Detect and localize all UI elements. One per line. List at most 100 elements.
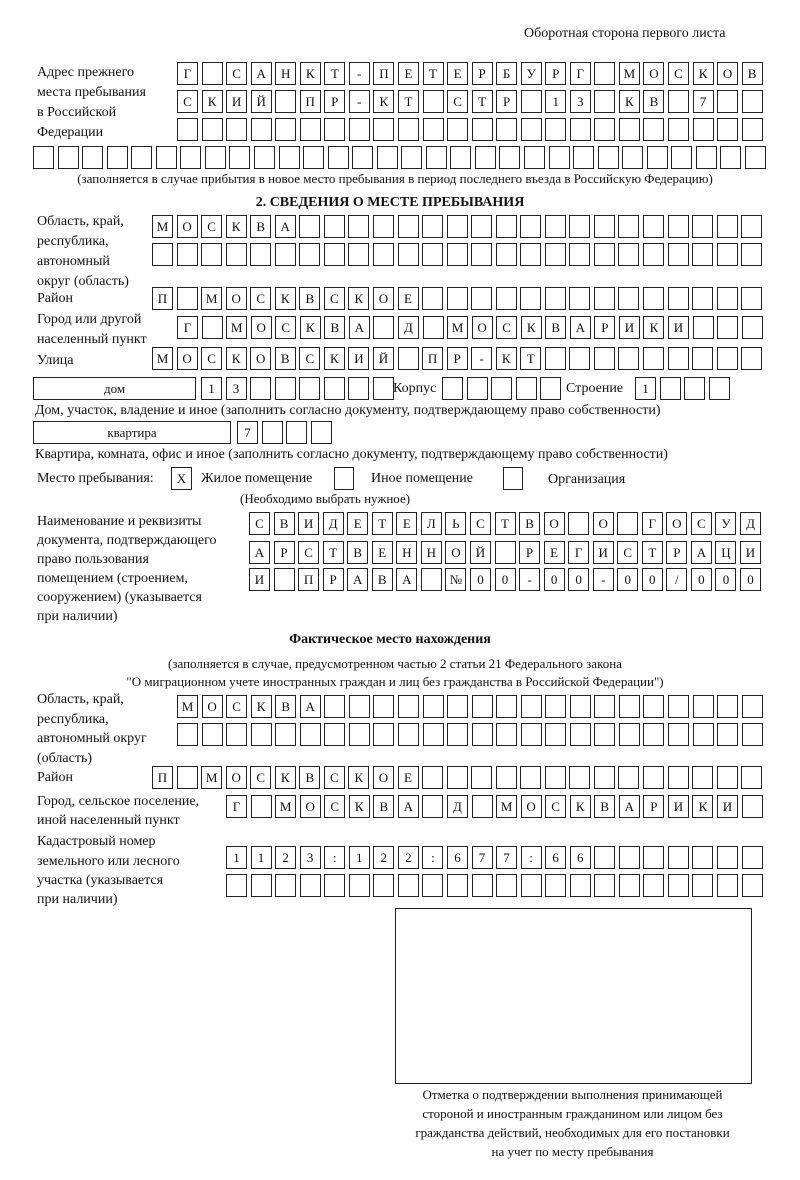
char-cell[interactable] <box>659 377 681 400</box>
char-cell[interactable]: С <box>177 90 198 113</box>
char-cell[interactable] <box>397 874 419 897</box>
char-cell[interactable] <box>643 287 664 310</box>
char-cell[interactable]: Т <box>322 541 344 564</box>
char-cell[interactable] <box>372 377 394 400</box>
char-cell[interactable]: Е <box>397 62 419 85</box>
char-cell[interactable]: Е <box>347 512 369 535</box>
char-cell[interactable]: 0 <box>715 568 737 591</box>
char-cell[interactable] <box>692 287 714 310</box>
char-cell[interactable]: 0 <box>568 568 590 591</box>
char-cell[interactable] <box>299 377 321 400</box>
char-cell[interactable] <box>201 62 223 85</box>
char-cell[interactable]: В <box>741 62 763 85</box>
char-cell[interactable] <box>275 723 297 746</box>
char-cell[interactable]: Д <box>397 316 419 339</box>
char-cell[interactable] <box>495 766 517 789</box>
char-cell[interactable]: Р <box>324 90 346 113</box>
char-cell[interactable] <box>741 287 763 310</box>
char-cell[interactable] <box>471 287 493 310</box>
char-cell[interactable] <box>447 723 469 746</box>
char-cell[interactable] <box>422 90 444 113</box>
char-cell[interactable]: А <box>347 568 369 591</box>
char-cell[interactable] <box>422 795 444 818</box>
char-cell[interactable] <box>348 118 370 141</box>
char-cell[interactable]: 0 <box>494 568 516 591</box>
char-cell[interactable] <box>275 90 297 113</box>
char-cell[interactable] <box>569 215 591 238</box>
char-cell[interactable]: М <box>496 795 518 818</box>
char-cell[interactable] <box>372 215 394 238</box>
char-cell[interactable]: - <box>348 62 370 85</box>
char-cell[interactable]: Й <box>469 541 491 564</box>
char-cell[interactable] <box>57 146 79 169</box>
char-cell[interactable] <box>204 146 226 169</box>
char-cell[interactable] <box>741 874 763 897</box>
char-cell[interactable]: 0 <box>543 568 565 591</box>
char-cell[interactable]: 3 <box>299 846 321 869</box>
char-cell[interactable]: С <box>298 541 320 564</box>
char-cell[interactable]: В <box>643 90 665 113</box>
char-cell[interactable] <box>520 287 542 310</box>
char-cell[interactable] <box>278 146 300 169</box>
char-cell[interactable] <box>446 287 468 310</box>
char-cell[interactable]: В <box>299 766 321 789</box>
char-cell[interactable] <box>520 243 542 266</box>
char-cell[interactable] <box>741 243 763 266</box>
char-cell[interactable] <box>594 695 616 718</box>
char-cell[interactable] <box>324 118 346 141</box>
char-cell[interactable] <box>229 146 251 169</box>
char-cell[interactable] <box>422 316 444 339</box>
char-cell[interactable] <box>250 795 272 818</box>
char-cell[interactable] <box>593 766 615 789</box>
char-cell[interactable] <box>422 695 444 718</box>
char-cell[interactable]: Н <box>396 541 418 564</box>
char-cell[interactable] <box>692 766 714 789</box>
char-cell[interactable] <box>720 146 742 169</box>
char-cell[interactable] <box>201 316 223 339</box>
char-cell[interactable] <box>348 215 370 238</box>
char-cell[interactable]: С <box>545 795 567 818</box>
char-cell[interactable]: К <box>250 695 272 718</box>
char-cell[interactable]: 1 <box>348 846 370 869</box>
char-cell[interactable]: 1 <box>545 90 567 113</box>
char-cell[interactable] <box>667 243 689 266</box>
char-cell[interactable]: О <box>250 316 272 339</box>
char-cell[interactable]: К <box>274 766 296 789</box>
char-cell[interactable]: - <box>592 568 614 591</box>
char-cell[interactable] <box>471 118 493 141</box>
char-cell[interactable] <box>643 766 664 789</box>
char-cell[interactable] <box>324 723 346 746</box>
char-cell[interactable]: И <box>618 316 640 339</box>
char-cell[interactable] <box>667 846 689 869</box>
char-cell[interactable] <box>82 146 104 169</box>
char-cell[interactable] <box>617 512 639 535</box>
char-cell[interactable] <box>201 723 223 746</box>
char-cell[interactable]: К <box>495 347 517 370</box>
char-cell[interactable]: О <box>201 695 223 718</box>
char-cell[interactable] <box>643 243 664 266</box>
char-cell[interactable] <box>618 874 640 897</box>
char-cell[interactable] <box>545 723 567 746</box>
char-cell[interactable] <box>348 723 370 746</box>
char-cell[interactable]: С <box>447 90 469 113</box>
char-cell[interactable] <box>593 287 615 310</box>
char-cell[interactable] <box>716 215 738 238</box>
char-cell[interactable]: К <box>201 90 223 113</box>
char-cell[interactable] <box>348 243 370 266</box>
char-cell[interactable] <box>618 695 640 718</box>
char-cell[interactable] <box>299 118 321 141</box>
char-cell[interactable] <box>643 215 664 238</box>
char-cell[interactable] <box>106 146 128 169</box>
char-cell[interactable]: А <box>618 795 640 818</box>
char-cell[interactable]: К <box>520 316 542 339</box>
char-cell[interactable]: К <box>274 287 296 310</box>
char-cell[interactable] <box>540 377 562 400</box>
char-cell[interactable]: О <box>445 541 467 564</box>
char-cell[interactable] <box>668 695 689 718</box>
char-cell[interactable]: С <box>469 512 491 535</box>
char-cell[interactable] <box>491 377 513 400</box>
char-cell[interactable] <box>520 723 542 746</box>
char-cell[interactable] <box>668 723 689 746</box>
char-cell[interactable]: Р <box>666 541 688 564</box>
char-cell[interactable]: Р <box>446 347 468 370</box>
